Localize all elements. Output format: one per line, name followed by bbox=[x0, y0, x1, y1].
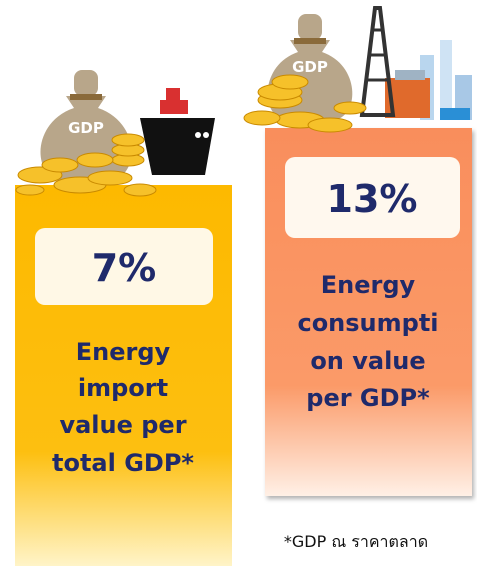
footnote: *GDP ณ ราคาตลาด bbox=[284, 532, 428, 551]
value: 7% bbox=[92, 246, 157, 290]
ship bbox=[140, 88, 215, 175]
desc-line: import bbox=[78, 374, 168, 402]
desc-line: per GDP* bbox=[306, 384, 430, 412]
left-panel: GDP 7% Energy import value per total GDP… bbox=[15, 70, 232, 566]
bag-label: GDP bbox=[292, 58, 328, 76]
desc-line: Energy bbox=[321, 271, 416, 299]
value: 13% bbox=[327, 177, 418, 221]
value-box bbox=[35, 228, 213, 305]
value-box bbox=[285, 157, 460, 238]
desc-line: consumpti bbox=[297, 309, 438, 337]
desc-line: total GDP* bbox=[52, 449, 194, 477]
industry-illustration bbox=[359, 6, 472, 120]
desc-line: Energy bbox=[76, 338, 171, 366]
coins bbox=[15, 133, 157, 197]
coins bbox=[243, 74, 367, 133]
right-panel: GDP 13% Energy consumpti on value per GD… bbox=[243, 6, 472, 496]
desc-line: on value bbox=[310, 347, 425, 375]
desc-line: value per bbox=[59, 411, 186, 439]
bag-label: GDP bbox=[68, 119, 104, 137]
